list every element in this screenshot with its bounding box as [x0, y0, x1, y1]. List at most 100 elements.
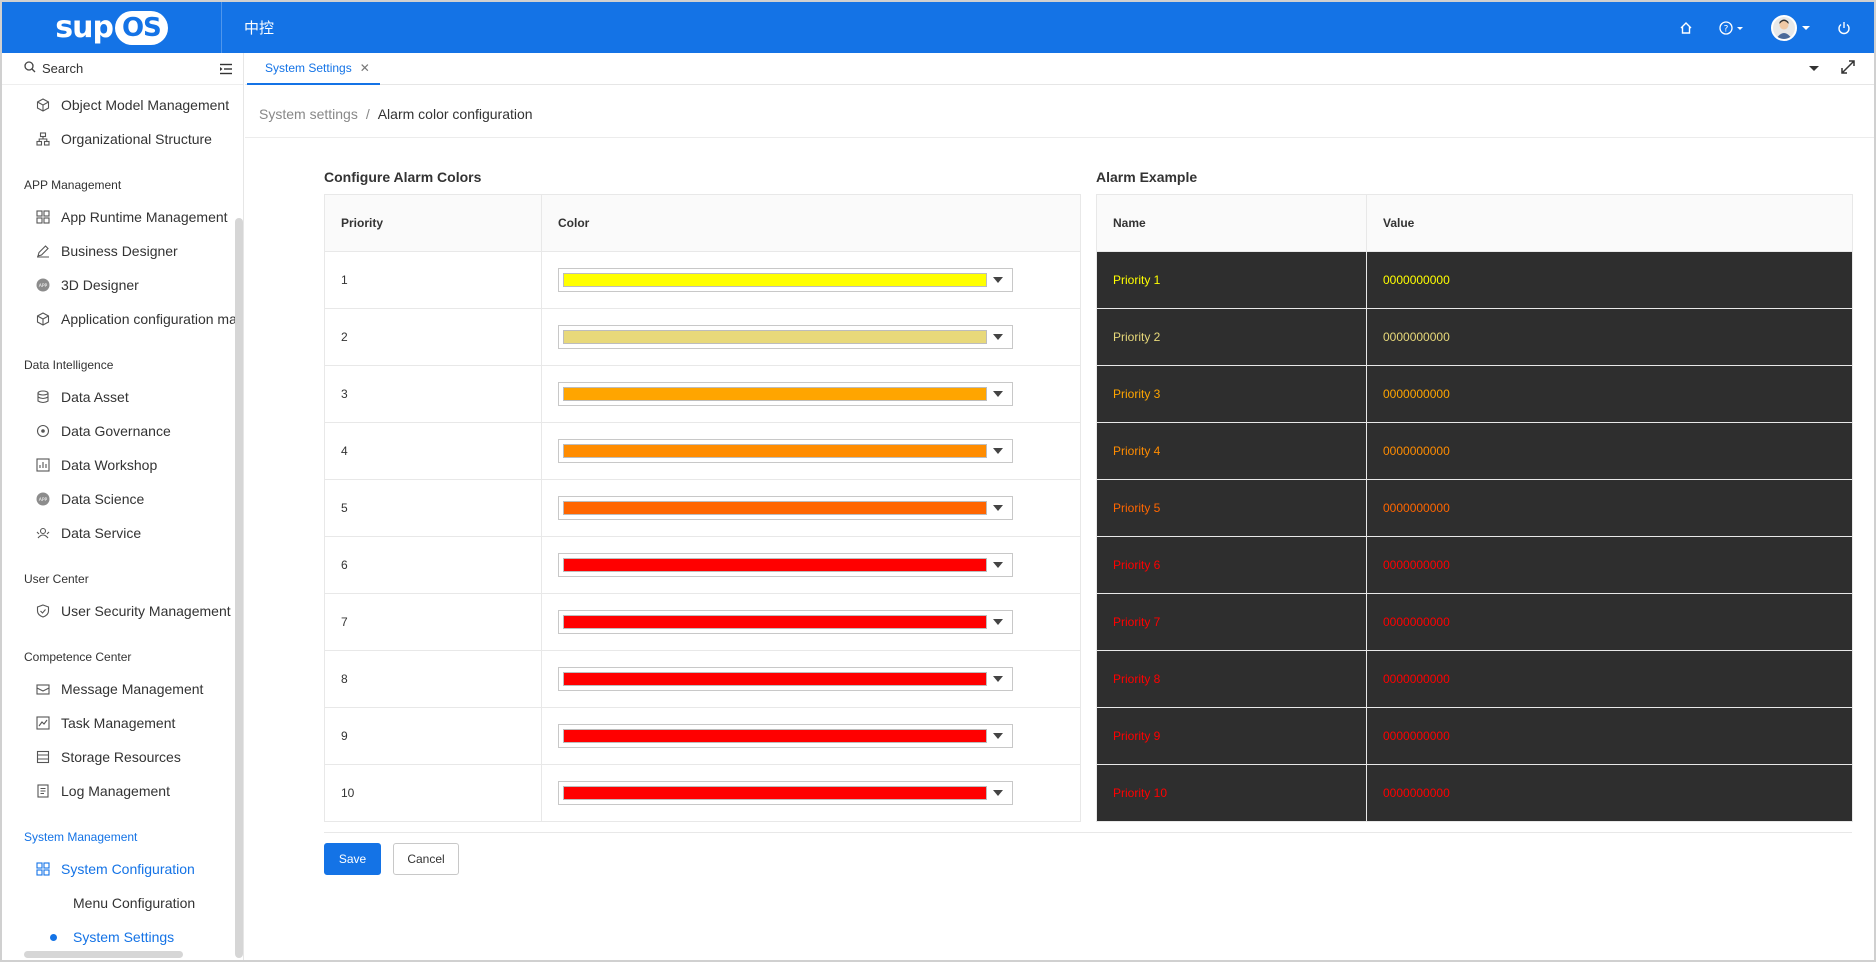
sidebar-item-system-configuration[interactable]: System Configuration	[2, 852, 237, 886]
top-right-tools: ?	[1676, 2, 1854, 53]
sidebar-item-3d-designer[interactable]: APP 3D Designer	[2, 268, 237, 302]
sidebar-item-business-designer[interactable]: Business Designer	[2, 234, 237, 268]
color-picker-select[interactable]	[558, 667, 1013, 691]
svg-text:APP: APP	[39, 497, 48, 503]
table-row: 5	[324, 479, 1081, 537]
sidebar-search[interactable]: Search	[2, 53, 243, 85]
color-picker-select[interactable]	[558, 553, 1013, 577]
alarm-value-cell: 0000000000	[1366, 650, 1853, 708]
logo-text: sup	[55, 10, 114, 45]
help-icon[interactable]: ?	[1718, 18, 1748, 38]
table-row: Priority 3 0000000000	[1096, 365, 1853, 423]
sidebar-item-system-settings[interactable]: System Settings	[2, 920, 237, 954]
priority-cell: 5	[324, 479, 542, 537]
table-row: Priority 6 0000000000	[1096, 536, 1853, 594]
color-cell	[541, 536, 1081, 594]
logo-badge: OS	[114, 10, 168, 45]
fullscreen-icon[interactable]	[1840, 59, 1856, 80]
color-picker-select[interactable]	[558, 268, 1013, 292]
top-bar: sup OS 中控 ?	[2, 2, 1874, 53]
divider	[324, 832, 1852, 833]
sidebar-item-storage-resources[interactable]: Storage Resources	[2, 740, 237, 774]
sidebar-item-data-asset[interactable]: Data Asset	[2, 380, 237, 414]
save-button[interactable]: Save	[324, 843, 381, 875]
table-row: Priority 9 0000000000	[1096, 707, 1853, 765]
tab-system-settings[interactable]: System Settings ✕	[247, 53, 380, 85]
table-header-row: Name Value	[1096, 194, 1853, 252]
sidebar-item-organizational-structure[interactable]: Organizational Structure	[2, 122, 237, 156]
collapse-menu-icon[interactable]	[219, 62, 233, 80]
chevron-down-icon	[987, 505, 1009, 511]
alarm-value-cell: 0000000000	[1366, 308, 1853, 366]
power-icon[interactable]	[1834, 18, 1854, 38]
chevron-down-icon	[987, 334, 1009, 340]
chevron-down-icon	[987, 277, 1009, 283]
tab-dropdown-icon[interactable]	[1808, 60, 1820, 78]
cancel-button[interactable]: Cancel	[393, 843, 459, 875]
chevron-down-icon	[987, 619, 1009, 625]
sidebar-item-message-management[interactable]: Message Management	[2, 672, 237, 706]
table-row: Priority 4 0000000000	[1096, 422, 1853, 480]
sidebar-item-object-model[interactable]: Object Model Management	[2, 88, 237, 122]
org-chart-icon	[35, 131, 51, 147]
color-picker-select[interactable]	[558, 610, 1013, 634]
color-picker-select[interactable]	[558, 325, 1013, 349]
color-cell	[541, 422, 1081, 480]
sidebar-item-menu-configuration[interactable]: Menu Configuration	[2, 886, 237, 920]
sidebar-horizontal-scrollbar[interactable]	[24, 951, 183, 958]
sidebar-item-label: Log Management	[61, 783, 170, 799]
color-cell	[541, 764, 1081, 822]
sidebar-item-user-security[interactable]: User Security Management	[2, 594, 237, 628]
sidebar-item-data-service[interactable]: Data Service	[2, 516, 237, 550]
table-row: 1	[324, 251, 1081, 309]
breadcrumb-current: Alarm color configuration	[377, 106, 533, 122]
sidebar-item-label: Data Service	[61, 525, 142, 541]
user-menu[interactable]	[1770, 14, 1812, 41]
table-header-row: Priority Color	[324, 194, 1081, 252]
divider	[245, 137, 1874, 138]
logo-area[interactable]: sup OS	[2, 2, 222, 53]
color-picker-select[interactable]	[558, 382, 1013, 406]
log-icon	[35, 783, 51, 799]
group-competence-center: Competence Center	[24, 650, 132, 664]
close-icon[interactable]: ✕	[359, 61, 370, 75]
shield-icon	[35, 603, 51, 619]
database-icon	[35, 389, 51, 405]
priority-cell: 7	[324, 593, 542, 651]
sidebar-item-data-science[interactable]: APP Data Science	[2, 482, 237, 516]
alarm-value-cell: 0000000000	[1366, 707, 1853, 765]
sidebar-item-label: Message Management	[61, 681, 204, 697]
sidebar-vertical-scrollbar[interactable]	[235, 218, 243, 958]
sidebar-item-data-governance[interactable]: Data Governance	[2, 414, 237, 448]
color-picker-select[interactable]	[558, 496, 1013, 520]
sidebar-item-data-workshop[interactable]: Data Workshop	[2, 448, 237, 482]
color-picker-select[interactable]	[558, 724, 1013, 748]
chevron-down-icon	[987, 562, 1009, 568]
alarm-name-cell: Priority 5	[1096, 479, 1367, 537]
chevron-down-icon	[987, 733, 1009, 739]
group-app-management: APP Management	[24, 178, 122, 192]
sidebar-item-label: Business Designer	[61, 243, 178, 259]
table-row: Priority 8 0000000000	[1096, 650, 1853, 708]
sidebar-item-app-runtime[interactable]: App Runtime Management	[2, 200, 237, 234]
tab-bar: System Settings ✕	[245, 53, 1874, 85]
pen-icon	[35, 243, 51, 259]
color-cell	[541, 650, 1081, 708]
sidebar-item-log-management[interactable]: Log Management	[2, 774, 237, 808]
governance-icon	[35, 423, 51, 439]
home-icon[interactable]	[1676, 18, 1696, 38]
color-picker-select[interactable]	[558, 781, 1013, 805]
breadcrumb-separator: /	[365, 106, 370, 122]
breadcrumb-parent[interactable]: System settings	[259, 106, 358, 122]
svg-text:APP: APP	[39, 283, 48, 289]
sidebar-item-app-config[interactable]: Application configuration ma	[2, 302, 237, 336]
org-name: 中控	[244, 20, 275, 37]
sidebar-item-label: Object Model Management	[61, 97, 230, 113]
color-cell	[541, 308, 1081, 366]
message-icon	[35, 681, 51, 697]
color-picker-select[interactable]	[558, 439, 1013, 463]
table-row: 9	[324, 707, 1081, 765]
color-swatch	[563, 786, 987, 800]
sidebar-item-task-management[interactable]: Task Management	[2, 706, 237, 740]
color-cell	[541, 479, 1081, 537]
